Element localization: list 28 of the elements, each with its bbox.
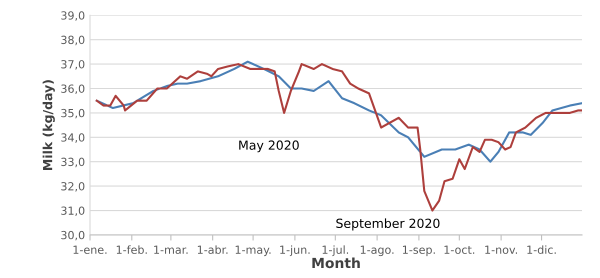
y-tick-label: 33,0 xyxy=(61,158,84,168)
x-tick-label: 1-ago. xyxy=(360,246,394,256)
x-tick-label: 1-sep. xyxy=(402,246,435,256)
x-tick-label: 1-may. xyxy=(236,246,271,256)
y-axis-title: Milk (kg/day) xyxy=(42,80,55,170)
x-tick-label: 1-jun. xyxy=(280,245,310,256)
y-tick-label: 31,0 xyxy=(61,206,84,216)
y-tick-label: 35,0 xyxy=(61,108,84,118)
x-axis-title: Month xyxy=(312,257,360,268)
y-tick-label: 38,0 xyxy=(61,36,84,46)
x-tick-label: 1-oct. xyxy=(444,246,474,254)
y-tick-label: 39,0 xyxy=(61,11,84,21)
y-tick-label: 32,0 xyxy=(61,182,84,192)
y-tick-label: 37,0 xyxy=(61,60,84,70)
line-series xyxy=(96,60,582,163)
y-tick-label: 34,0 xyxy=(61,133,84,143)
x-tick-label: 1-dic. xyxy=(527,245,556,254)
x-tick-label: 1-abr. xyxy=(198,245,228,254)
line-series xyxy=(96,63,582,212)
x-tick-label: 1-ene. xyxy=(74,246,106,254)
x-tick-label: 1-feb. xyxy=(116,245,147,254)
annotation: September 2020 xyxy=(336,218,440,230)
y-tick-label: 36,0 xyxy=(61,84,84,94)
y-tick-label: 30,0 xyxy=(61,230,84,240)
annotation: May 2020 xyxy=(239,140,299,152)
x-tick-label: 1-mar. xyxy=(154,246,188,254)
x-tick-label: 1-jul. xyxy=(322,245,348,256)
x-tick-label: 1-nov. xyxy=(485,246,518,254)
